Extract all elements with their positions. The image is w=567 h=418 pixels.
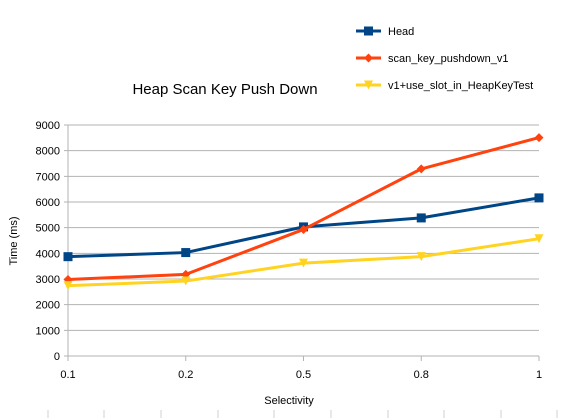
data-point: [416, 252, 426, 262]
x-tick-label: 0.8: [414, 369, 429, 381]
legend: Head scan_key_pushdown_v1 v1+use_slot_in_H…: [356, 26, 533, 92]
y-tick-labels: 0 1000 2000 3000 4000 5000 6000 7000 8000 9000: [36, 120, 60, 363]
axes: [67, 125, 540, 361]
x-tick-label: 0.2: [178, 369, 193, 381]
x-tick-label: 1: [536, 369, 542, 381]
y-tick-label: 4000: [36, 248, 60, 260]
y-tick-label: 1000: [36, 325, 60, 337]
legend-marker: [364, 26, 373, 36]
y-tick-label: 6000: [36, 197, 60, 209]
legend-label: Head: [388, 26, 414, 38]
x-tick-label: 0.1: [60, 369, 75, 381]
y-tick-label: 3000: [36, 274, 60, 286]
data-point: [181, 276, 191, 286]
grid-lines: [64, 124, 539, 357]
legend-label: v1+use_slot_in_HeapKeyTest: [388, 80, 533, 92]
series-group: [63, 133, 544, 291]
data-point: [181, 248, 191, 258]
data-point: [416, 213, 426, 223]
data-point: [299, 224, 308, 234]
y-tick-label: 5000: [36, 223, 60, 235]
x-axis-label: Selectivity: [264, 395, 314, 407]
y-tick-label: 0: [54, 351, 60, 363]
data-point: [63, 252, 73, 262]
data-point: [63, 281, 73, 291]
x-tick-labels: 0.1 0.2 0.5 0.8 1: [60, 369, 542, 381]
data-point: [534, 193, 544, 203]
data-point: [534, 234, 544, 244]
legend-label: scan_key_pushdown_v1: [388, 53, 508, 65]
y-tick-label: 9000: [36, 120, 60, 132]
y-tick-label: 2000: [36, 300, 60, 312]
data-point: [534, 133, 544, 143]
data-point: [299, 258, 308, 268]
y-tick-label: 7000: [36, 171, 60, 183]
x-tick-label: 0.5: [296, 369, 311, 381]
chart-title: Heap Scan Key Push Down: [132, 81, 317, 98]
y-axis-label: Time (ms): [8, 216, 20, 265]
legend-marker: [364, 80, 373, 90]
legend-marker: [364, 53, 373, 63]
bottom-edge-ticks: [47, 410, 558, 418]
data-point: [416, 164, 426, 174]
y-tick-label: 8000: [36, 146, 60, 158]
